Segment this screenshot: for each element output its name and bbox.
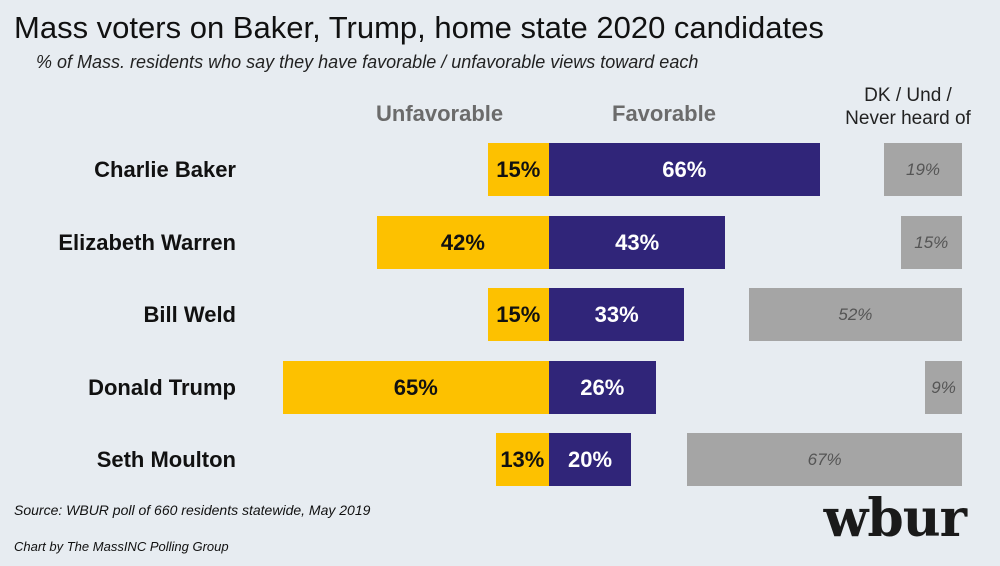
chart-title: Mass voters on Baker, Trump, home state …: [14, 10, 824, 45]
row-label-seth-moulton: Seth Moulton: [96, 447, 236, 472]
dk-bar-elizabeth-warren-label: 15%: [914, 232, 949, 252]
favorable-bar-elizabeth-warren: 43%: [549, 216, 726, 269]
unfavorable-bar-charlie-baker: 15%: [487, 143, 549, 196]
unfavorable-column-header: Unfavorable: [376, 101, 504, 126]
favorable-bar-bill-weld: 33%: [549, 288, 685, 341]
unfavorable-bar-charlie-baker-label: 15%: [496, 156, 541, 182]
unfavorable-bar-bill-weld-label: 15%: [496, 301, 541, 327]
favorable-bar-seth-moulton-label: 20%: [567, 446, 613, 472]
dk-bar-charlie-baker-label: 19%: [906, 159, 941, 179]
dk-header-line1: DK / Und /: [864, 85, 952, 106]
dk-bar-charlie-baker: 19%: [884, 143, 962, 196]
source-note: Source: WBUR poll of 660 residents state…: [14, 502, 371, 518]
dk-bar-seth-moulton: 67%: [687, 433, 962, 486]
chart-credit: Chart by The MassINC Polling Group: [14, 539, 229, 554]
unfavorable-bar-elizabeth-warren-label: 42%: [440, 229, 485, 255]
unfavorable-bar-elizabeth-warren: 42%: [376, 216, 549, 269]
unfavorable-bar-bill-weld: 15%: [487, 288, 549, 341]
row-label-elizabeth-warren: Elizabeth Warren: [58, 230, 236, 255]
dk-bar-seth-moulton-label: 67%: [807, 449, 842, 469]
wbur-logo: wbur: [823, 488, 967, 549]
favorable-column-header: Favorable: [612, 101, 716, 126]
dk-bar-donald-trump: 9%: [925, 361, 962, 414]
row-label-charlie-baker: Charlie Baker: [94, 157, 236, 182]
dk-bar-donald-trump-label: 9%: [931, 377, 956, 397]
favorable-bar-donald-trump-label: 26%: [580, 374, 625, 400]
unfavorable-bar-donald-trump: 65%: [282, 361, 549, 414]
dk-bar-elizabeth-warren: 15%: [900, 216, 962, 269]
favorable-bar-charlie-baker: 66%: [549, 143, 820, 196]
chart-subtitle: % of Mass. residents who say they have f…: [36, 52, 699, 72]
row-label-bill-weld: Bill Weld: [143, 302, 237, 327]
favorable-bar-elizabeth-warren-label: 43%: [615, 229, 660, 255]
unfavorable-bar-seth-moulton-label: 13%: [500, 446, 545, 472]
unfavorable-bar-seth-moulton: 13%: [495, 433, 549, 486]
favorable-bar-bill-weld-label: 33%: [594, 301, 639, 327]
dk-header-line2: Never heard of: [845, 108, 971, 129]
dk-bar-bill-weld-label: 52%: [838, 304, 873, 324]
favorable-bar-seth-moulton: 20%: [549, 433, 631, 486]
favorable-bar-charlie-baker-label: 66%: [662, 156, 707, 182]
row-label-donald-trump: Donald Trump: [88, 375, 236, 400]
favorable-bar-donald-trump: 26%: [549, 361, 656, 414]
dk-column-header: DK / Und / Never heard of: [828, 84, 988, 130]
unfavorable-bar-donald-trump-label: 65%: [393, 374, 438, 400]
dk-bar-bill-weld: 52%: [748, 288, 962, 341]
